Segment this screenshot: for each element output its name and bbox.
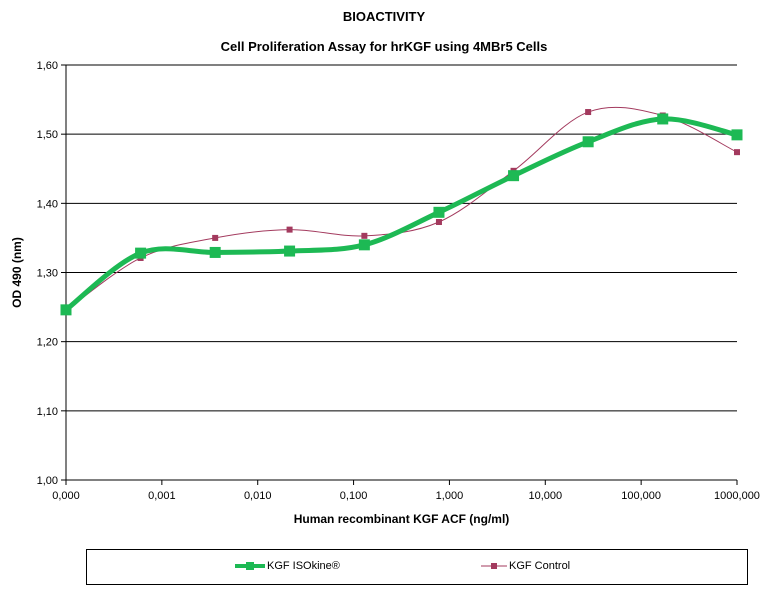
data-point-isokine (582, 136, 594, 148)
data-point-isokine (657, 113, 669, 125)
series-line-isokine (64, 116, 738, 312)
legend-swatch-isokine (235, 562, 265, 570)
legend-label-control: KGF Control (509, 560, 571, 572)
data-point-isokine (358, 239, 370, 251)
data-point-control (361, 232, 368, 239)
data-point-isokine (284, 245, 296, 257)
series-line-control (65, 106, 738, 311)
data-point-isokine (731, 129, 743, 141)
x-tick-label: 100,000 (621, 490, 661, 502)
data-point-isokine (135, 247, 147, 259)
x-tick-label: 10,000 (528, 490, 562, 502)
y-tick-label: 1,40 (37, 198, 58, 210)
data-point-control (286, 226, 293, 233)
x-tick-label: 0,010 (244, 490, 272, 502)
y-tick-label: 1,20 (37, 337, 58, 349)
y-tick-label: 1,60 (37, 60, 58, 72)
x-tick-label: 0,001 (148, 490, 176, 502)
y-axis-label: OD 490 (nm) (10, 237, 24, 308)
x-tick-label: 0,100 (340, 490, 368, 502)
legend-label-isokine: KGF ISOkine® (267, 560, 340, 572)
legend-item-isokine: KGF ISOkine® (235, 560, 340, 572)
x-tick-label: 1000,000 (714, 490, 760, 502)
legend-swatch-control (481, 563, 507, 569)
chart-title: BIOACTIVITY (342, 9, 426, 24)
y-tick-label: 1,00 (37, 475, 58, 487)
x-tick-label: 1,000 (436, 490, 464, 502)
data-point-isokine (209, 246, 221, 258)
data-point-isokine (508, 170, 520, 182)
x-axis-label: Human recombinant KGF ACF (ng/ml) (294, 512, 510, 526)
y-tick-label: 1,10 (37, 406, 58, 418)
chart-subtitle: Cell Proliferation Assay for hrKGF using… (220, 39, 548, 54)
legend-item-control: KGF Control (481, 560, 570, 572)
data-point-control (585, 109, 592, 116)
y-tick-label: 1,30 (37, 268, 58, 280)
data-point-isokine (433, 206, 445, 218)
data-point-isokine (60, 304, 72, 316)
y-tick-label: 1,50 (37, 129, 58, 141)
x-tick-label: 0,000 (52, 490, 80, 502)
chart-legend: KGF ISOkine® KGF Control (86, 549, 748, 585)
data-point-control (734, 149, 740, 156)
data-point-control (212, 234, 219, 241)
data-point-control (435, 219, 442, 226)
